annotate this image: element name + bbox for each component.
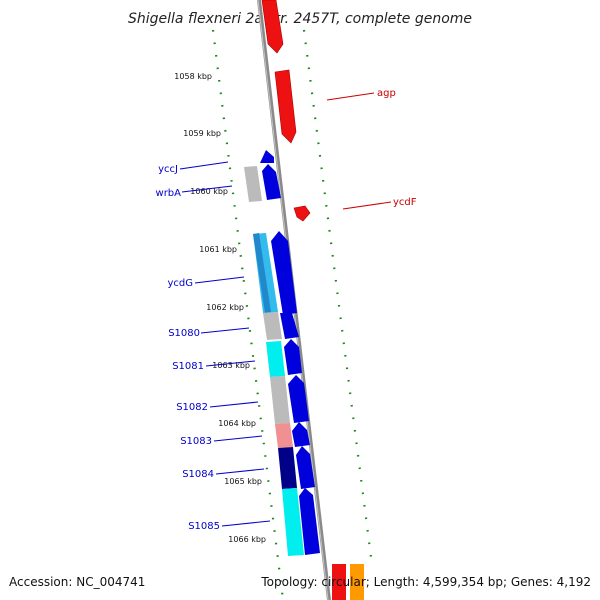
cog-box-S1083 <box>275 423 293 448</box>
topology-text: Topology: circular; Length: 4,599,354 bp… <box>260 575 591 589</box>
gene-feature-S1085 <box>299 488 320 555</box>
tick-label: 1062 kbp <box>206 303 244 312</box>
gene-feature-S1083 <box>292 422 310 447</box>
gene-label-agp: agp <box>377 88 396 99</box>
leader-agp <box>326 92 375 101</box>
gene-feature-ycdG <box>271 231 297 315</box>
leader-S1085 <box>221 520 271 527</box>
map-title: Shigella flexneri 2a str. 2457T, complet… <box>128 11 472 27</box>
tick-label: 1059 kbp <box>183 129 221 138</box>
gene-feature-S1080 <box>280 313 299 339</box>
accession-text: Accession: NC_004741 <box>9 575 145 589</box>
leader-yccJ <box>179 161 229 170</box>
gene-label-ycdF: ycdF <box>393 197 417 208</box>
leader-S1082 <box>209 401 259 408</box>
gene-feature-S1082 <box>288 375 309 423</box>
gene-labels: agp ycdF yccJ wrbA ycdG S1080 S1081 S108… <box>156 88 417 532</box>
gene-feature-forward-bottom-orange <box>350 564 364 600</box>
gene-feature-S1084 <box>296 446 315 489</box>
leader-ycdG <box>194 276 245 284</box>
tick-labels: 1058 kbp 1059 kbp 1060 kbp 1061 kbp 1062… <box>174 72 266 544</box>
gene-feature-S1081 <box>284 339 302 375</box>
cog-box-wrbA <box>244 166 262 202</box>
gene-feature-forward-bottom <box>332 564 346 600</box>
cog-box-S1080 <box>263 312 282 340</box>
gene-label-S1080: S1080 <box>168 328 200 339</box>
tick-label: 1060 kbp <box>190 187 228 196</box>
gene-feature-ycdF <box>293 205 311 222</box>
gene-label-S1085: S1085 <box>188 521 220 532</box>
gene-label-yccJ: yccJ <box>158 164 178 175</box>
cog-box-S1085 <box>282 488 304 556</box>
gene-label-S1083: S1083 <box>180 436 212 447</box>
gene-label-S1081: S1081 <box>172 361 204 372</box>
tick-label: 1066 kbp <box>228 535 266 544</box>
tick-label: 1065 kbp <box>224 477 262 486</box>
gene-label-ycdG: ycdG <box>167 278 193 289</box>
tick-label: 1061 kbp <box>199 245 237 254</box>
gene-label-S1084: S1084 <box>182 469 214 480</box>
tick-label: 1058 kbp <box>174 72 212 81</box>
leader-wrbA <box>181 185 233 193</box>
label-leader-lines <box>179 92 392 527</box>
leader-S1083 <box>213 435 263 442</box>
gene-feature-wrbA <box>262 164 281 200</box>
gene-feature-yccJ <box>260 150 274 163</box>
cog-box-S1082 <box>270 376 290 424</box>
leader-S1084 <box>215 468 265 475</box>
tick-label: 1063 kbp <box>212 361 250 370</box>
gene-label-S1082: S1082 <box>176 402 208 413</box>
cog-box-S1084 <box>278 447 297 489</box>
tick-label: 1064 kbp <box>218 419 256 428</box>
gene-feature-forward <box>261 0 284 54</box>
gene-feature-agp <box>274 69 297 144</box>
leader-S1080 <box>200 327 250 334</box>
cog-box-S1081 <box>266 341 285 377</box>
gene-label-wrbA: wrbA <box>156 188 182 199</box>
leader-ycdF <box>342 201 392 210</box>
leader-S1081 <box>205 360 256 367</box>
cog-box-ycdG-shade <box>253 233 271 313</box>
